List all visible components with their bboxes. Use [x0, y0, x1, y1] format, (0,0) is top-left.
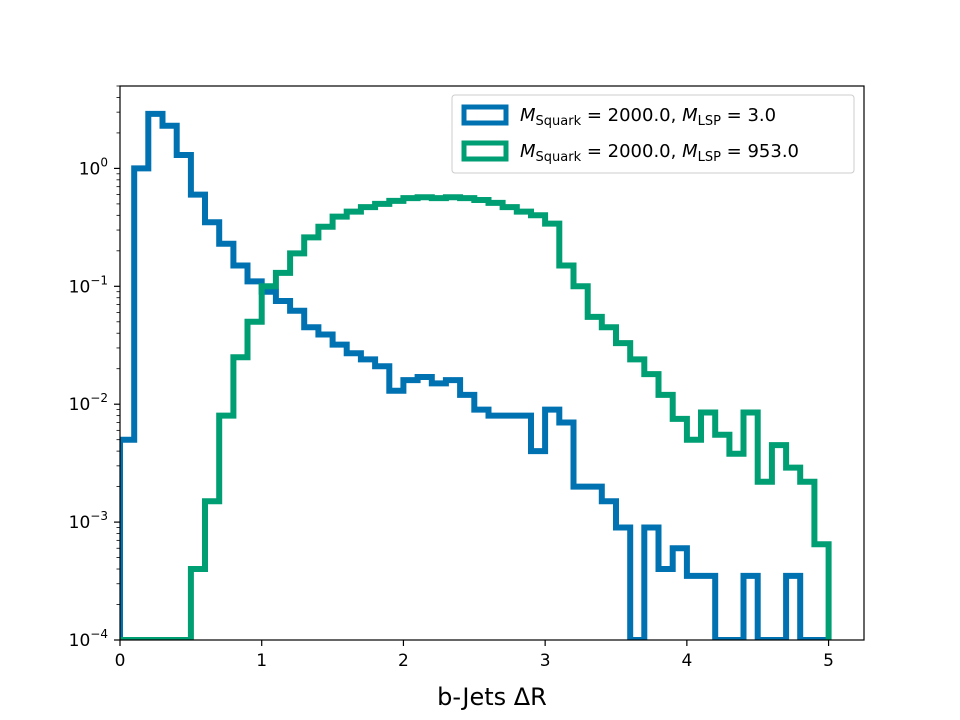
series-2-step-line	[120, 194, 832, 640]
legend-label-2: MSquark = 2000.0, MLSP = 953.0	[520, 141, 799, 165]
y-tick-label: 10−4	[69, 627, 108, 651]
axes-background	[120, 86, 864, 640]
y-tick-label: 10−3	[69, 509, 108, 533]
x-axis-ticks: 0 1 2 3 4 5	[115, 640, 834, 671]
legend-label-1: MSquark = 2000.0, MLSP = 3.0	[520, 105, 776, 129]
legend-swatch-1	[461, 104, 509, 126]
x-tick-label: 5	[823, 651, 834, 671]
series-layer	[120, 110, 832, 640]
legend-box	[451, 94, 855, 174]
x-tick-label: 1	[256, 651, 267, 671]
legend: MSquark = 2000.0, MLSP = 3.0 MSquark = 20…	[451, 94, 855, 174]
series-1-step-line	[120, 110, 829, 640]
y-tick-label: 10−2	[69, 391, 108, 415]
y-axis-ticks: 10−4 10−3 10−2 10−1 100	[69, 85, 120, 651]
plot-area	[120, 86, 864, 640]
x-tick-label: 0	[115, 651, 126, 671]
y-tick-label: 100	[79, 155, 108, 179]
x-tick-label: 3	[540, 651, 551, 671]
axes-frame	[119, 85, 865, 641]
legend-swatch-2	[461, 140, 509, 162]
x-tick-label: 4	[681, 651, 692, 671]
y-tick-label: 10−1	[69, 273, 108, 297]
x-axis-label: b-Jets ΔR	[437, 683, 547, 711]
x-tick-label: 2	[398, 651, 409, 671]
